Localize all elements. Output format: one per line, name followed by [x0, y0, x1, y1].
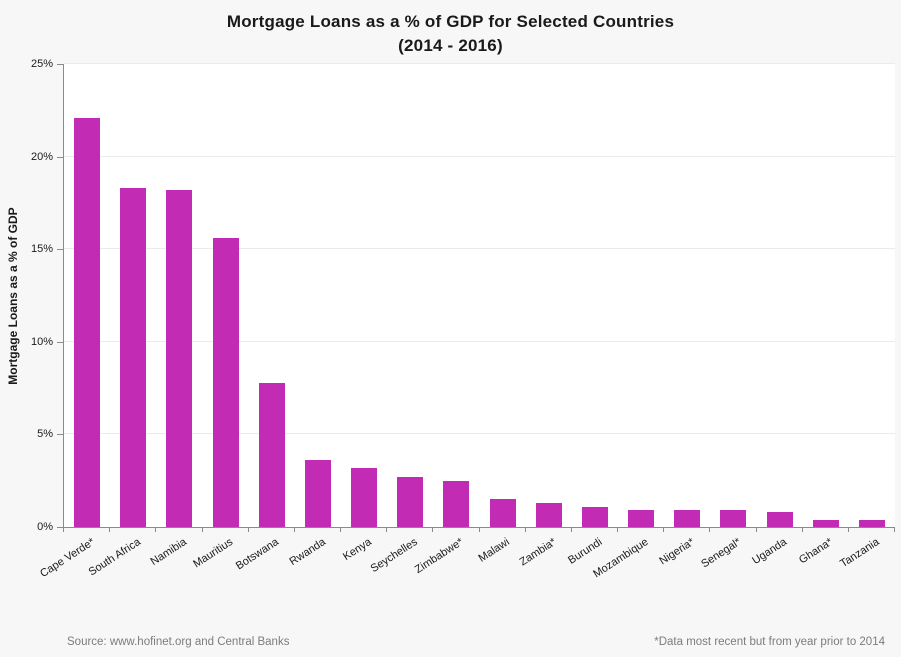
bar-cape-verde: [74, 117, 101, 527]
y-tick-0: [57, 527, 63, 528]
x-tick-label-namibia: Namibia: [148, 536, 189, 569]
x-tick-7: [386, 528, 388, 532]
x-tick-14: [709, 528, 711, 532]
y-tick-10: [57, 341, 63, 343]
x-tick-label-uganda: Uganda: [750, 536, 790, 568]
x-tick-label-seychelles: Seychelles: [368, 536, 420, 576]
x-tick-label-cape-verde: Cape Verde*: [37, 536, 97, 581]
bar-ghana: [812, 519, 839, 527]
bar-burundi: [581, 506, 608, 527]
x-tick-13: [663, 528, 665, 532]
plot-area: [63, 63, 895, 528]
x-tick-label-zambia: Zambia*: [517, 536, 559, 569]
gridline-10: [64, 340, 895, 342]
y-tick-label-5: 5%: [37, 428, 53, 441]
x-tick-16: [801, 528, 803, 532]
bar-mauritius: [212, 238, 239, 527]
x-tick-15: [755, 528, 757, 532]
x-tick-label-malawi: Malawi: [476, 536, 513, 565]
bar-nigeria: [674, 510, 701, 527]
x-tick-3: [201, 528, 203, 532]
y-tick-label-25: 25%: [30, 58, 53, 70]
x-tick-label-senegal: Senegal*: [698, 536, 743, 571]
y-tick-label-15: 15%: [30, 243, 53, 256]
y-tick-15: [57, 249, 63, 251]
bar-botswana: [258, 382, 285, 527]
chart-title-block: Mortgage Loans as a % of GDP for Selecte…: [0, 10, 901, 58]
x-tick-10: [524, 528, 526, 532]
x-tick-label-zimbabwe: Zimbabwe*: [413, 536, 466, 577]
gridline-5: [64, 433, 895, 435]
y-tick-label-20: 20%: [30, 150, 53, 163]
y-tick-20: [57, 156, 63, 158]
bar-south-africa: [120, 188, 147, 527]
x-tick-label-tanzania: Tanzania: [837, 536, 882, 571]
bar-rwanda: [304, 460, 331, 527]
x-tick-label-ghana: Ghana*: [797, 536, 836, 567]
x-tick-11: [570, 528, 572, 532]
x-tick-5: [293, 528, 295, 532]
bar-kenya: [351, 467, 378, 527]
y-tick-label-0: 0%: [37, 521, 53, 533]
source-credit: Source: www.hofinet.org and Central Bank…: [67, 636, 290, 648]
x-tick-6: [340, 528, 341, 532]
x-tick-label-botswana: Botswana: [234, 536, 282, 573]
bar-mozambique: [628, 510, 655, 527]
bar-seychelles: [397, 477, 424, 527]
x-tick-12: [617, 528, 618, 532]
x-tick-17: [847, 528, 849, 532]
bar-tanzania: [858, 519, 885, 527]
y-tick-25: [57, 64, 63, 65]
x-tick-label-nigeria: Nigeria*: [657, 536, 697, 568]
footnote: *Data most recent but from year prior to…: [654, 636, 885, 648]
x-tick-label-kenya: Kenya: [340, 536, 374, 564]
bar-zambia: [535, 502, 562, 527]
x-tick-0: [63, 528, 64, 532]
bar-namibia: [166, 189, 193, 527]
x-tick-18: [894, 528, 895, 532]
x-tick-label-mauritius: Mauritius: [191, 536, 236, 571]
x-tick-2: [155, 528, 157, 532]
gridline-20: [64, 155, 895, 157]
y-tick-label-10: 10%: [30, 335, 53, 348]
x-tick-8: [432, 528, 434, 532]
y-axis-title: Mortgage Loans as a % of GDP: [6, 207, 20, 385]
x-tick-label-burundi: Burundi: [566, 536, 605, 567]
x-tick-9: [478, 528, 480, 532]
x-tick-4: [247, 528, 249, 532]
bar-malawi: [489, 499, 516, 527]
x-tick-1: [109, 528, 111, 532]
bar-zimbabwe: [443, 480, 470, 527]
gridline-25: [64, 63, 895, 64]
gridline-15: [64, 248, 895, 250]
chart-subtitle: (2014 - 2016): [398, 36, 503, 55]
y-tick-5: [57, 434, 63, 436]
bar-senegal: [720, 510, 747, 527]
bar-uganda: [766, 512, 793, 527]
x-tick-label-rwanda: Rwanda: [287, 536, 328, 569]
chart-title: Mortgage Loans as a % of GDP for Selecte…: [226, 12, 675, 31]
